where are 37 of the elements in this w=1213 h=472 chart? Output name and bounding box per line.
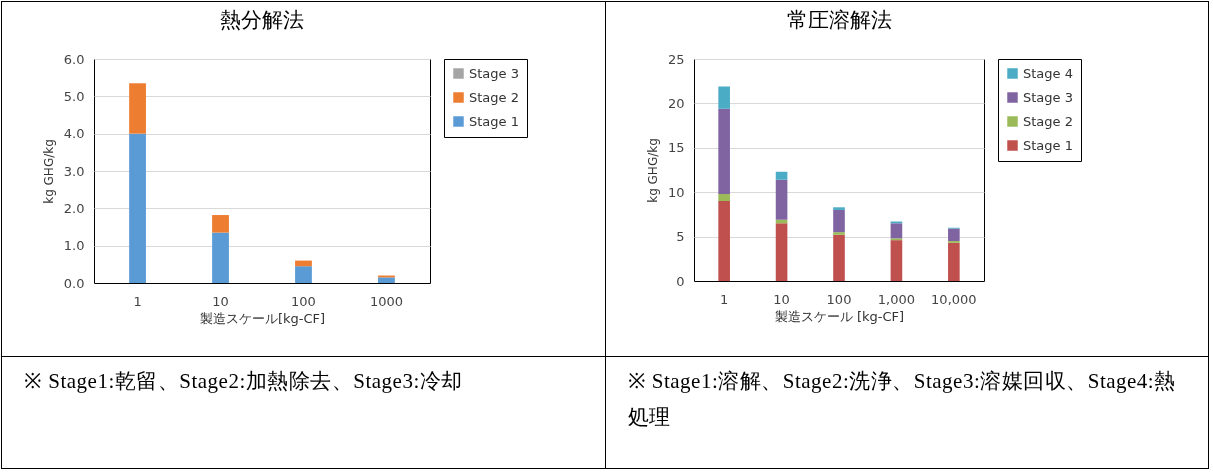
x-tick-label: 1 <box>133 293 142 309</box>
y-axis-title: kg GHG/kg <box>645 138 660 203</box>
y-tick-label: 20 <box>667 95 684 111</box>
x-tick-label: 10,000 <box>930 291 977 307</box>
x-tick-label: 10 <box>772 291 790 307</box>
x-tick-label: 1,000 <box>877 291 915 307</box>
y-tick-label: 0 <box>675 273 684 289</box>
legend-label: Stage 2 <box>1022 113 1073 129</box>
chart-title: 熱分解法 <box>220 8 304 32</box>
text: ※ Stage1:溶解、Stage2:洗浄、Stage3:溶媒回収、Stage4:熱処理 <box>626 368 1177 431</box>
legend-label: Stage 3 <box>469 65 519 81</box>
y-tick-label: 5 <box>675 229 684 245</box>
x-tick-label: 10 <box>212 293 229 309</box>
x-tick-label: 1000 <box>369 293 403 309</box>
y-tick-label: 2.0 <box>63 200 85 216</box>
legend-label: Stage 4 <box>1022 65 1073 81</box>
legend-label: Stage 3 <box>1022 89 1073 105</box>
legend-label: Stage 1 <box>1022 137 1073 153</box>
y-tick-label: 0.0 <box>63 275 85 291</box>
y-axis-title: kg GHG/kg <box>41 139 56 204</box>
y-tick-label: 4.0 <box>63 126 85 142</box>
x-axis-title: 製造スケール[kg-CF] <box>199 310 326 326</box>
y-tick-label: 1.0 <box>63 238 85 254</box>
legend-label: Stage 2 <box>469 89 519 105</box>
y-tick-label: 3.0 <box>63 163 85 179</box>
x-axis-title: 製造スケール [kg-CF] <box>774 308 904 324</box>
y-tick-label: 25 <box>667 51 684 67</box>
y-tick-label: 5.0 <box>63 88 85 104</box>
chart-title: 常圧溶解法 <box>786 8 891 32</box>
y-tick-label: 10 <box>667 184 684 200</box>
x-tick-label: 100 <box>291 293 316 309</box>
legend-label: Stage 1 <box>469 113 519 129</box>
text: ※ Stage1:乾留、Stage2:加熱除去、Stage3:冷却 <box>23 368 464 395</box>
y-tick-label: 15 <box>667 140 684 156</box>
y-tick-label: 6.0 <box>63 51 85 67</box>
x-tick-label: 1 <box>719 291 728 307</box>
x-tick-label: 100 <box>826 291 851 307</box>
